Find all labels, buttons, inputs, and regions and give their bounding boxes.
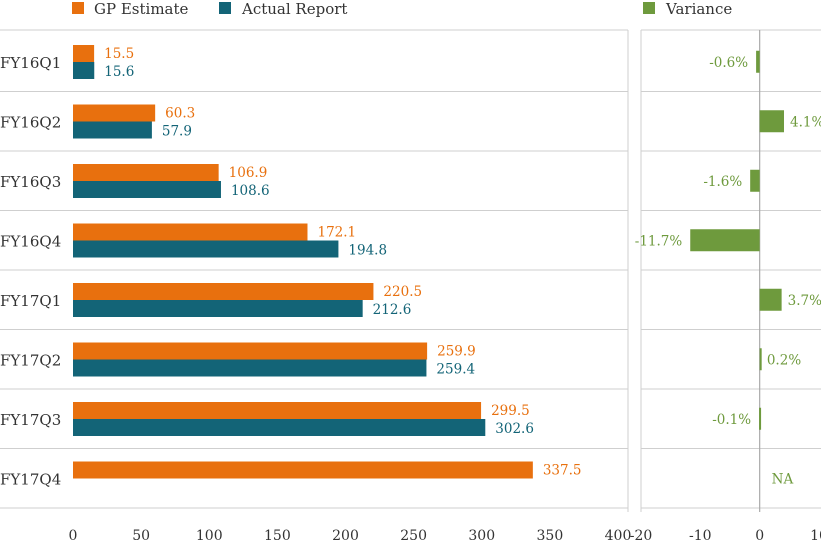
data-label-actual: 15.6 <box>104 64 134 80</box>
x-tick-label: 200 <box>332 528 359 543</box>
variance-x-tick-label: -10 <box>689 528 712 543</box>
data-label-variance: -0.6% <box>709 55 748 71</box>
data-label-variance: 4.1% <box>790 114 821 130</box>
variance-x-tick-label: -20 <box>630 528 653 543</box>
x-tick-label: 300 <box>468 528 495 543</box>
data-label-actual: 302.6 <box>495 421 534 437</box>
data-label-variance: -1.6% <box>703 174 742 190</box>
bar-gp-estimate <box>73 283 374 300</box>
bar-gp-estimate <box>73 104 156 122</box>
variance-x-tick-label: 0 <box>755 528 764 543</box>
bar-variance <box>756 50 760 73</box>
legend-label-actual: Actual Report <box>241 0 347 18</box>
bar-gp-estimate <box>73 402 482 419</box>
category-label: FY16Q2 <box>0 113 61 131</box>
data-label-variance: -11.7% <box>635 233 683 249</box>
grid-lines <box>0 29 821 512</box>
bar-actual-report <box>73 121 152 139</box>
data-label-variance: NA <box>772 471 794 487</box>
legend-swatch-variance <box>643 2 655 14</box>
category-label: FY16Q3 <box>0 173 61 191</box>
data-label-gp: 259.9 <box>437 344 476 360</box>
data-label-actual: 259.4 <box>436 362 475 378</box>
left-bar-chart: 15.5 15.6 60.3 57.9 106.9 108.6 172.1 194.8 220.… <box>73 45 582 479</box>
legend-swatch-actual <box>219 2 231 14</box>
bar-variance <box>750 169 760 192</box>
category-label: FY17Q4 <box>0 470 61 488</box>
category-label: FY16Q1 <box>0 54 61 72</box>
axis-labels: FY16Q1 FY16Q2 FY16Q3 FY16Q4 FY17Q1 FY17Q2 FY17… <box>0 54 821 543</box>
bar-gp-estimate <box>73 461 533 479</box>
bar-actual-report <box>73 62 95 79</box>
x-tick-label: 150 <box>264 528 291 543</box>
bar-gp-estimate <box>73 223 308 241</box>
x-tick-label: 50 <box>132 528 150 543</box>
bar-actual-report <box>73 359 427 377</box>
x-tick-label: 100 <box>196 528 223 543</box>
bar-actual-report <box>73 240 339 258</box>
data-label-variance: 3.7% <box>788 293 821 309</box>
data-label-actual: 57.9 <box>162 124 192 140</box>
category-label: FY17Q1 <box>0 292 61 310</box>
data-label-gp: 172.1 <box>317 225 356 241</box>
variance-bar-chart: -0.6% 4.1% -1.6% -11.7% 3.7% 0.2% -0.1% NA <box>635 50 821 487</box>
data-label-gp: 220.5 <box>383 284 422 300</box>
x-tick-label: 350 <box>537 528 564 543</box>
category-label: FY17Q3 <box>0 411 61 429</box>
data-label-gp: 337.5 <box>543 463 582 479</box>
bar-variance <box>690 229 760 252</box>
category-label: FY17Q2 <box>0 351 61 369</box>
data-label-actual: 212.6 <box>373 302 412 318</box>
bar-gp-estimate <box>73 45 95 62</box>
data-label-variance: 0.2% <box>767 352 801 368</box>
bar-variance <box>759 110 784 133</box>
bar-gp-estimate <box>73 164 219 181</box>
variance-x-tick-label: 10 <box>810 528 821 543</box>
data-label-actual: 108.6 <box>231 183 270 199</box>
x-tick-label: 0 <box>69 528 78 543</box>
legend-swatch-gp <box>72 2 84 14</box>
legend: GP Estimate Actual Report Variance <box>72 0 732 18</box>
bar-actual-report <box>73 181 221 198</box>
category-label: FY16Q4 <box>0 232 61 250</box>
bar-gp-estimate <box>73 342 428 360</box>
data-label-gp: 60.3 <box>165 106 195 122</box>
bar-actual-report <box>73 300 363 317</box>
data-label-gp: 106.9 <box>229 165 268 181</box>
x-tick-label: 250 <box>400 528 427 543</box>
x-tick-label: 400 <box>605 528 632 543</box>
bar-actual-report <box>73 419 486 436</box>
data-label-actual: 194.8 <box>348 243 387 259</box>
bar-variance <box>759 288 782 311</box>
data-label-gp: 15.5 <box>104 46 134 62</box>
bar-variance <box>759 348 762 371</box>
legend-label-variance: Variance <box>665 0 732 18</box>
legend-label-gp: GP Estimate <box>94 0 189 18</box>
data-label-gp: 299.5 <box>491 403 530 419</box>
bar-variance <box>759 407 762 430</box>
data-label-variance: -0.1% <box>712 412 751 428</box>
